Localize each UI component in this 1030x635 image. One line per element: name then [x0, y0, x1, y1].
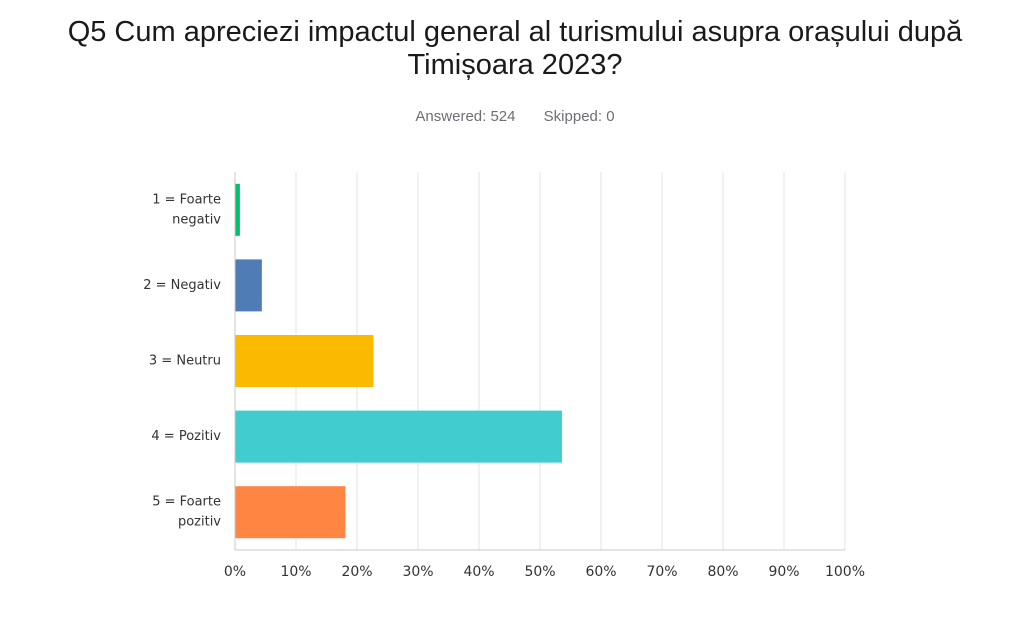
grid-lines — [295, 172, 846, 550]
category-label-5-line-2: pozitiv — [178, 515, 221, 530]
category-label-5-line-1: 5 = Foarte — [152, 495, 221, 510]
x-tick-label-70: 70% — [646, 564, 677, 580]
bar-1 — [235, 183, 240, 236]
chart-title-line-1: Q5 Cum apreciezi impactul general al tur… — [67, 16, 963, 48]
x-tick-label-40: 40% — [463, 564, 494, 580]
category-label-4-line-1: 4 = Pozitiv — [151, 429, 221, 444]
bar-4 — [235, 410, 562, 463]
skipped-count: Skipped: 0 — [544, 108, 615, 125]
category-labels: 1 = Foarte negativ 2 = Negativ 3 = Neutru 4 … — [143, 192, 221, 529]
category-label-5: 5 = Foarte pozitiv — [152, 495, 221, 530]
x-tick-label-10: 10% — [280, 564, 311, 580]
skipped-value: 0 — [606, 108, 615, 125]
category-label-1-line-2: negativ — [172, 212, 221, 227]
x-tick-label-0: 0% — [224, 564, 246, 580]
bar-2 — [235, 259, 262, 312]
chart-title: Q5 Cum apreciezi impactul general al tur… — [0, 16, 1030, 82]
answered-label: Answered: — [415, 108, 487, 125]
x-tick-labels: 0% 10% 20% 30% 40% 50% 60% 70% 80% 90% 100% — [224, 564, 865, 580]
category-label-2-line-1: 2 = Negativ — [143, 278, 221, 293]
x-tick-label-50: 50% — [524, 564, 555, 580]
skipped-label: Skipped: — [543, 108, 603, 125]
category-label-1-line-1: 1 = Foarte — [152, 192, 221, 207]
x-tick-label-20: 20% — [341, 564, 372, 580]
category-label-3: 3 = Neutru — [149, 354, 221, 369]
chart-title-line-2: Timișoara 2023? — [407, 49, 623, 81]
response-summary: Answered: 524 Skipped: 0 — [0, 108, 1030, 125]
x-tick-label-30: 30% — [402, 564, 433, 580]
category-label-3-line-1: 3 = Neutru — [149, 354, 221, 369]
x-tick-label-80: 80% — [707, 564, 738, 580]
category-label-1: 1 = Foarte negativ — [152, 192, 221, 227]
answered-count: Answered: 524 — [415, 108, 515, 125]
category-label-2: 2 = Negativ — [143, 278, 221, 293]
bars — [235, 183, 562, 539]
axes — [234, 172, 845, 551]
category-label-4: 4 = Pozitiv — [151, 429, 221, 444]
bar-5 — [235, 486, 346, 539]
x-tick-label-60: 60% — [585, 564, 616, 580]
bar-3 — [235, 335, 374, 387]
answered-value: 524 — [490, 108, 516, 125]
x-tick-label-90: 90% — [768, 564, 799, 580]
x-tick-label-100: 100% — [825, 564, 865, 580]
